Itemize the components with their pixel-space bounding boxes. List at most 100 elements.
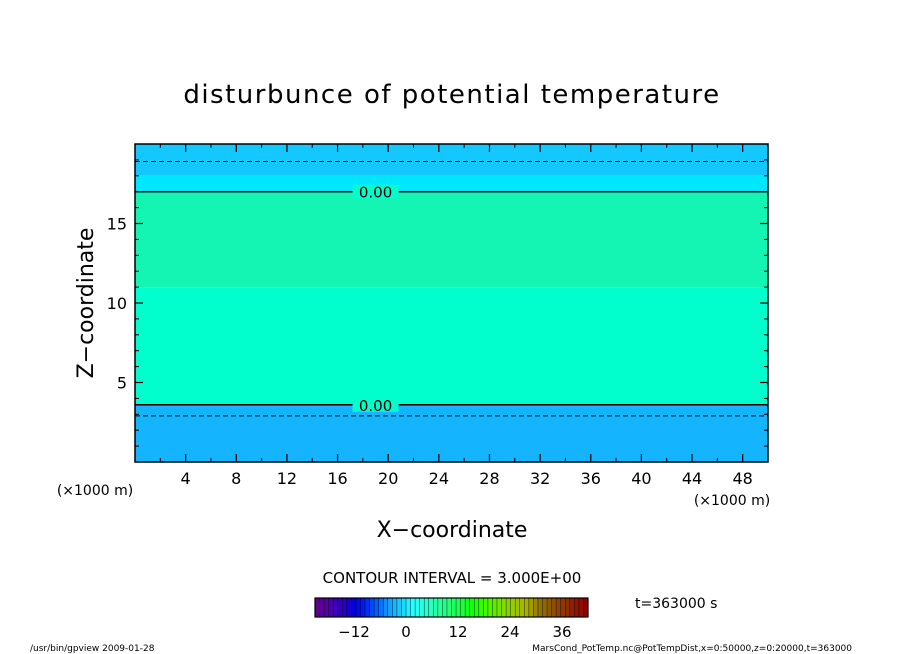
colorbar-cell (374, 598, 379, 617)
colorbar-cell (369, 598, 375, 617)
band-3 (135, 175, 768, 192)
colorbar-cell (383, 598, 389, 617)
colorbar-cell (465, 598, 470, 617)
x-axis-ticks: 4 8 12 16 20 24 28 32 36 40 44 48 (159, 144, 753, 488)
colorbar-cell (424, 598, 430, 617)
colorbar-cell (487, 598, 493, 617)
colorbar-cell (583, 598, 589, 617)
colorbar-cell (406, 598, 411, 617)
colorbar-cell (569, 598, 575, 617)
y-tick-label: 15 (107, 215, 127, 234)
y-tick-label: 10 (107, 294, 127, 313)
contour-lines: 0.00 0.00 (135, 160, 768, 417)
y-tick-label: 5 (117, 374, 127, 393)
x-tick-label: 16 (327, 469, 347, 488)
band-0 (135, 404, 768, 462)
colorbar-cell (355, 598, 361, 617)
colorbar-tick-label: 0 (401, 623, 411, 641)
colorbar-cell (533, 598, 539, 617)
colorbar-cell (574, 598, 580, 617)
colorbar-cell (410, 598, 416, 617)
colorbar-cell (428, 598, 434, 617)
colorbar-cell (446, 598, 452, 617)
colorbar-tick-label: 12 (448, 623, 467, 641)
colorbar-cell (510, 598, 516, 617)
colorbar-ticks: −12 0 12 24 36 (338, 623, 571, 641)
contour-label-bg-1 (352, 397, 399, 412)
x-tick-label: 20 (378, 469, 398, 488)
footer-right: MarsCond_PotTemp.nc@PotTempDist,x=0:5000… (532, 644, 852, 654)
colorbar-cell (437, 598, 443, 617)
colorbar-cell (433, 598, 439, 617)
colorbar-tick-label: 36 (552, 623, 571, 641)
colorbar-cell (565, 598, 571, 617)
colorbar-cell (337, 598, 343, 617)
x-tick-label: 28 (479, 469, 499, 488)
colorbar-cell (547, 598, 552, 617)
colorbar-cell (478, 598, 484, 617)
x-tick-label: 48 (733, 469, 753, 488)
x-unit-right: (×1000 m) (694, 493, 770, 509)
x-tick-label: 36 (581, 469, 601, 488)
colorbar-cell (396, 598, 402, 617)
x-tick-label: 8 (231, 469, 241, 488)
colorbar-cell (415, 598, 420, 617)
colorbar-cell (556, 598, 561, 617)
band-2 (135, 191, 768, 288)
colorbar-cell (451, 598, 457, 617)
colorbar-cell (524, 598, 530, 617)
time-label: t=363000 s (635, 596, 717, 612)
x-tick-label: 12 (277, 469, 297, 488)
colorbar-cell (351, 598, 357, 617)
colorbar-cell (324, 598, 329, 617)
x-tick-label: 24 (429, 469, 449, 488)
colorbar-cell (419, 598, 425, 617)
colorbar-cell (315, 598, 320, 617)
x-tick-label: 40 (631, 469, 651, 488)
colorbar-cell (474, 598, 480, 617)
band-4 (135, 144, 768, 176)
colorbar-cell (542, 598, 548, 617)
colorbar-cell (333, 598, 339, 617)
colorbar-cell (319, 598, 325, 617)
colorbar-frame (314, 597, 589, 618)
colorbar-cell (401, 598, 407, 617)
colorbar-cell (456, 598, 461, 617)
y-axis-label: Z−coordinate (74, 228, 99, 379)
chart-title: disturbunce of potential temperature (183, 80, 720, 110)
colorbar-cell (360, 598, 366, 617)
colorbar-cell (365, 598, 370, 617)
colorbar-cell (537, 598, 543, 617)
colorbar-cell (469, 598, 475, 617)
colorbar-cell (346, 598, 352, 617)
contour-label-1: 0.00 (359, 397, 392, 415)
colorbar-cell (528, 598, 534, 617)
colorbar-cell (387, 598, 393, 617)
colorbar-cell (515, 598, 521, 617)
contour-label-bg-0 (352, 184, 399, 199)
colorbar-cell (519, 598, 525, 617)
x-unit-left: (×1000 m) (57, 483, 133, 499)
colorbar-cell (392, 598, 398, 617)
colorbar-tick-label: 24 (500, 623, 519, 641)
x-tick-label: 44 (682, 469, 702, 488)
colorbar-cell (328, 598, 334, 617)
colorbar-cell (460, 598, 466, 617)
x-tick-label: 4 (181, 469, 191, 488)
colorbar-cell (578, 598, 584, 617)
colorbar-cell (560, 598, 566, 617)
colorbar-cell (342, 598, 348, 617)
footer-left: /usr/bin/gpview 2009-01-28 (30, 644, 155, 654)
x-tick-label: 32 (530, 469, 550, 488)
colorbar-cell (551, 598, 557, 617)
plot-area (135, 144, 768, 462)
colorbar (314, 597, 589, 618)
colorbar-cell (442, 598, 448, 617)
colorbar-cell (492, 598, 498, 617)
colorbar-cell (378, 598, 384, 617)
contour-label-0: 0.00 (359, 184, 392, 202)
colorbar-tick-label: −12 (338, 623, 370, 641)
band-1 (135, 287, 768, 405)
colorbar-cell (497, 598, 502, 617)
